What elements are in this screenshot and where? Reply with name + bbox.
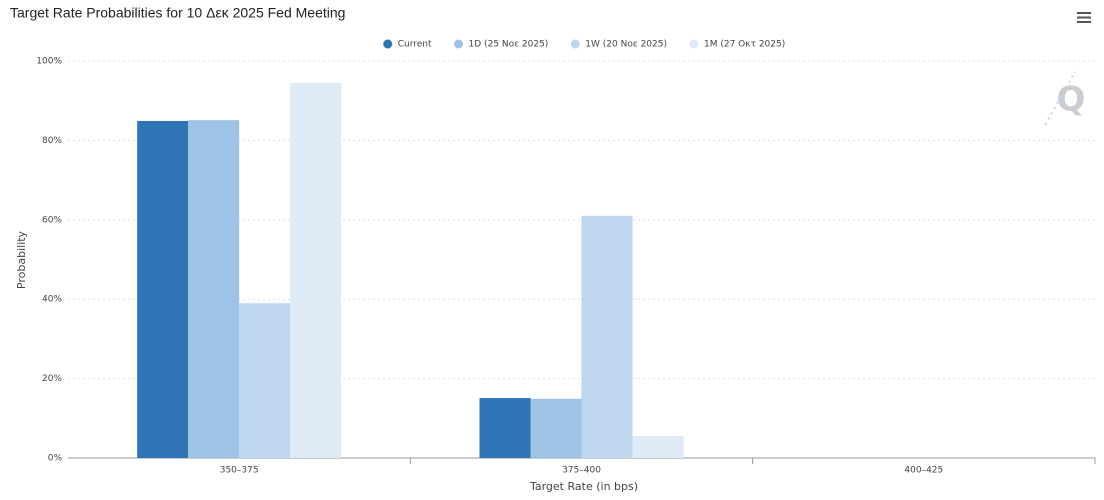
legend-label: Current bbox=[398, 40, 432, 50]
legend: Current 1D (25 Νοε 2025) 1W (20 Νοε 2025) 1… bbox=[383, 39, 785, 50]
legend-label: 1M (27 Οκτ 2025) bbox=[704, 40, 785, 50]
x-tick-label: 375–400 bbox=[562, 466, 601, 476]
menu-button[interactable] bbox=[1077, 12, 1091, 23]
y-tick-label: 80% bbox=[42, 136, 62, 146]
y-tick-label: 20% bbox=[42, 374, 62, 384]
bar bbox=[137, 120, 189, 459]
logo-text: Q bbox=[1057, 80, 1086, 120]
x-tick-label: 350–375 bbox=[220, 466, 259, 476]
legend-marker bbox=[383, 39, 393, 49]
y-tick-label: 0% bbox=[48, 454, 63, 464]
legend-label: 1D (25 Νοε 2025) bbox=[469, 40, 549, 50]
legend-marker bbox=[454, 39, 464, 49]
y-tick-label: 100% bbox=[36, 57, 62, 67]
legend-label: 1W (20 Νοε 2025) bbox=[585, 40, 667, 50]
logo: Q bbox=[1044, 71, 1086, 126]
bar bbox=[188, 120, 240, 458]
legend-marker bbox=[570, 39, 580, 49]
legend-marker bbox=[689, 39, 699, 49]
y-tick-label: 40% bbox=[42, 295, 62, 305]
bar bbox=[530, 398, 582, 458]
y-tick-label: 60% bbox=[42, 215, 62, 225]
x-tick-label: 400–425 bbox=[904, 466, 943, 476]
chart-title: Target Rate Probabilities for 10 Δεκ 202… bbox=[10, 5, 345, 21]
x-axis-title: Target Rate (in bps) bbox=[529, 480, 638, 493]
bar bbox=[581, 215, 633, 458]
y-axis-title: Probability bbox=[15, 230, 28, 289]
bar bbox=[239, 303, 291, 458]
bar bbox=[479, 398, 531, 458]
bar bbox=[290, 82, 342, 459]
bar bbox=[632, 436, 684, 458]
